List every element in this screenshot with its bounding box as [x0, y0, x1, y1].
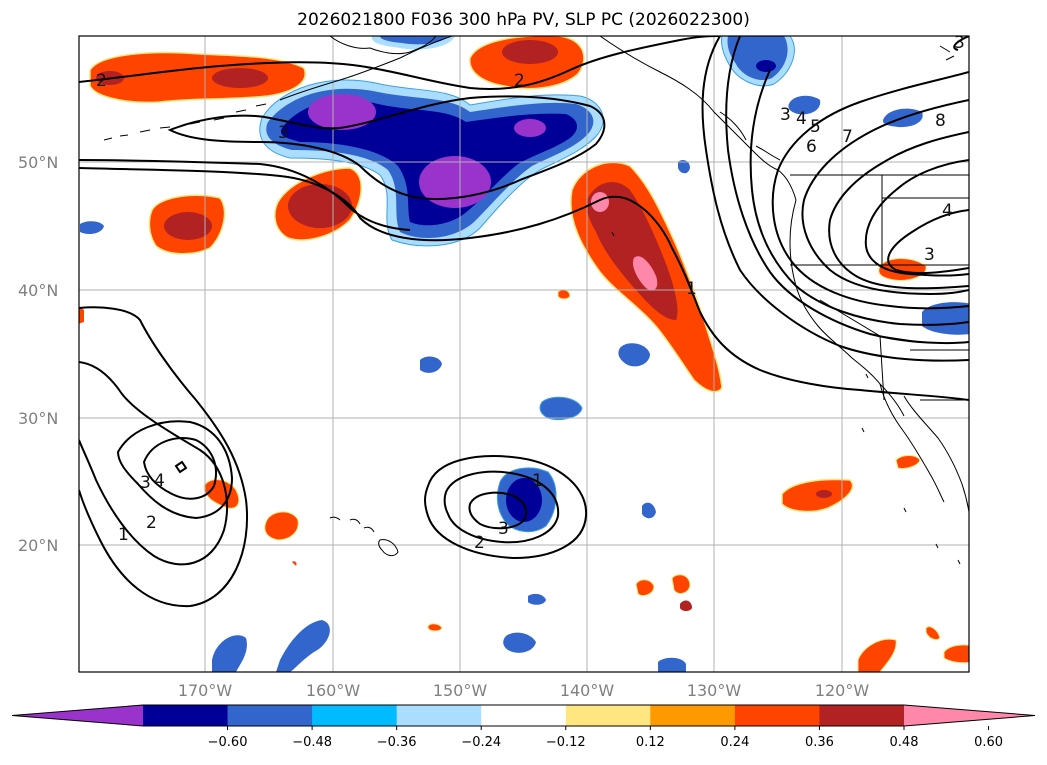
gridlines: [79, 36, 969, 672]
pv-positive-anomalies: [79, 36, 969, 672]
contour-label: 7: [842, 127, 853, 147]
colorbar-segment: [734, 705, 820, 726]
lon-label-140w: 140°W: [560, 681, 615, 700]
contour-labels: 2 2 3 3 4 5 6 7 8 4 3 1 2 3 1 1 2 3 4 3: [96, 33, 965, 553]
contour-label: 3: [924, 245, 935, 265]
contour-label: 2: [146, 513, 157, 533]
lat-label-40n: 40°N: [18, 281, 58, 300]
contour-label: 4: [154, 471, 165, 491]
colorbar-tick-label: 0.12: [636, 735, 665, 750]
contour-label: 3: [780, 105, 791, 125]
lon-label-150w: 150°W: [433, 681, 488, 700]
lon-label-120w: 120°W: [815, 681, 870, 700]
contour-label: 1: [686, 279, 697, 299]
colorbar-segment: [312, 705, 398, 726]
colorbar-tick-label: −0.24: [461, 735, 501, 750]
colorbar-segment: [650, 705, 736, 726]
colorbar-segment: [143, 705, 229, 726]
contour-label: 1: [118, 525, 129, 545]
colorbar-tick-label: −0.36: [377, 735, 417, 750]
contour-label: 2: [514, 71, 525, 91]
contour-label: 1: [532, 471, 543, 491]
colorbar-tick-label: 0.48: [890, 735, 919, 750]
lat-label-20n: 20°N: [18, 536, 58, 555]
contour-label: 2: [474, 533, 485, 553]
lon-label-130w: 130°W: [687, 681, 742, 700]
contour-label: 3: [278, 123, 289, 143]
colorbar-tick-label: −0.12: [546, 735, 586, 750]
colorbar-segment: [819, 705, 905, 726]
contour-label: 4: [942, 201, 953, 221]
colorbar-segment: [481, 705, 567, 726]
lon-label-160w: 160°W: [306, 681, 361, 700]
colorbar-tick-label: 0.24: [720, 735, 749, 750]
colorbar-segment: [396, 705, 482, 726]
colorbar-extend-high: [904, 705, 1035, 726]
contour-label: 6: [806, 137, 817, 157]
contour-label: 3: [954, 33, 965, 53]
page-title: 2026021800 F036 300 hPa PV, SLP PC (2026…: [297, 10, 750, 30]
lat-label-30n: 30°N: [18, 409, 58, 428]
colorbar: −0.60 −0.48 −0.36 −0.24 −0.12 0.12 0.24 0.36 0.4…: [11, 704, 1036, 750]
colorbar-tick-label: −0.60: [208, 735, 248, 750]
lon-label-170w: 170°W: [178, 681, 233, 700]
colorbar-tick-label: −0.48: [292, 735, 332, 750]
latitude-labels: 50°N 40°N 30°N 20°N: [18, 153, 58, 555]
contour-label: 3: [498, 519, 509, 539]
coastlines: [103, 36, 969, 565]
longitude-labels: 170°W 160°W 150°W 140°W 130°W 120°W: [178, 681, 870, 700]
contour-label: 3: [140, 473, 151, 493]
colorbar-segment: [565, 705, 651, 726]
slp-contours: [79, 36, 969, 608]
map-frame: [78, 35, 970, 673]
map-content: 2 2 3 3 4 5 6 7 8 4 3 1 2 3 1 1 2 3 4 3: [79, 33, 969, 672]
colorbar-outline: [11, 704, 1036, 727]
contour-label: 8: [935, 111, 946, 131]
contour-label: 5: [810, 117, 821, 137]
colorbar-segment: [227, 705, 313, 726]
lat-label-50n: 50°N: [18, 153, 58, 172]
colorbar-extend-low: [12, 705, 143, 726]
pv-core-purple-2: [419, 156, 491, 208]
contour-label: 2: [96, 71, 107, 91]
contour-label: 4: [796, 109, 807, 129]
pv-core-purple-1: [308, 94, 376, 130]
colorbar-tick-label: 0.36: [805, 735, 834, 750]
colorbar-tick-label: 0.60: [974, 735, 1003, 750]
